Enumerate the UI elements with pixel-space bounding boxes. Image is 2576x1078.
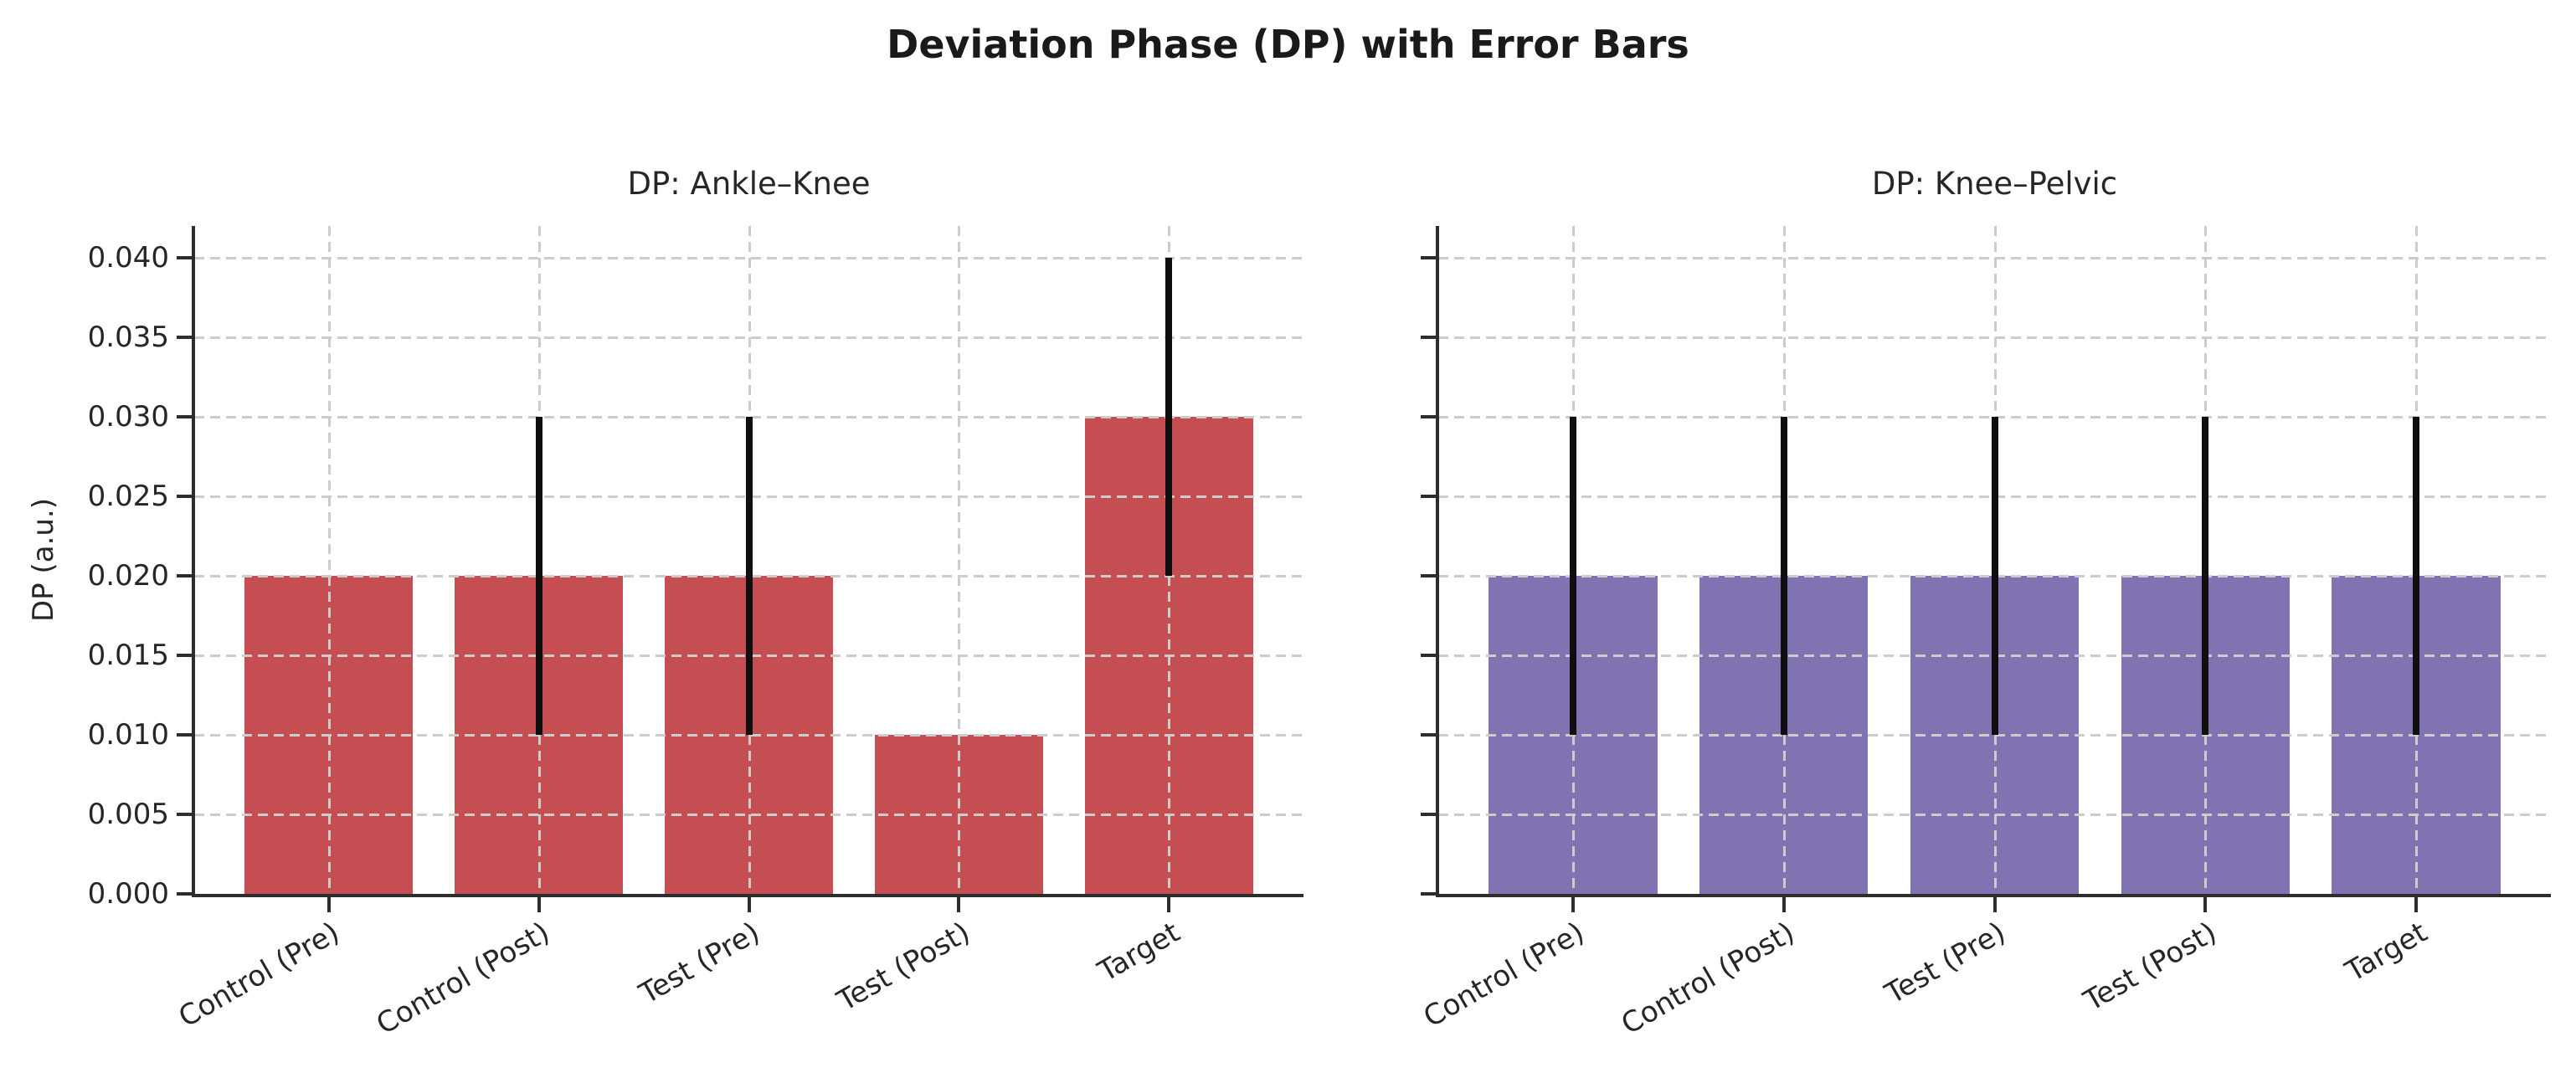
error-bar-control-pre (1570, 417, 1577, 735)
y-tick (1421, 336, 1436, 339)
error-bar-test-post (2202, 417, 2209, 735)
y-tick-label: 0.010 (87, 718, 169, 752)
error-bar-target (2412, 417, 2419, 735)
v-gridline (327, 226, 331, 894)
x-tick-label-control-post: Control (Post) (1616, 916, 1801, 1042)
y-tick-label: 0.030 (87, 400, 169, 434)
y-axis-spine (1436, 226, 1439, 897)
x-tick (326, 897, 331, 912)
x-tick (1571, 897, 1576, 912)
y-tick (1421, 495, 1436, 498)
x-tick-label-test-pre: Test (Pre) (1879, 916, 2012, 1011)
y-tick (1421, 892, 1436, 896)
y-tick (177, 892, 192, 896)
error-bar-target (1165, 258, 1173, 576)
y-tick-label: 0.035 (87, 321, 169, 354)
y-tick (1421, 813, 1436, 816)
y-tick-label: 0.015 (87, 639, 169, 672)
x-tick (1167, 897, 1171, 912)
figure-title: Deviation Phase (DP) with Error Bars (887, 22, 1689, 67)
x-tick (957, 897, 961, 912)
y-tick (177, 733, 192, 737)
y-tick-label: 0.000 (87, 877, 169, 911)
y-tick (1421, 654, 1436, 657)
y-tick (1421, 574, 1436, 578)
y-tick-label: 0.025 (87, 480, 169, 513)
y-tick (1421, 415, 1436, 418)
x-tick-label-target: Target (2339, 916, 2433, 989)
y-tick (177, 415, 192, 418)
error-bar-test-pre (1991, 417, 1998, 735)
error-bar-test-pre (745, 417, 753, 735)
v-gridline (958, 226, 961, 894)
x-axis-spine (192, 894, 1303, 897)
error-bar-control-post (1780, 417, 1787, 735)
y-tick (177, 256, 192, 259)
y-tick (177, 654, 192, 657)
y-tick-label: 0.020 (87, 559, 169, 593)
error-bar-control-post (535, 417, 542, 735)
y-tick-label: 0.005 (87, 798, 169, 831)
x-axis-spine (1436, 894, 2551, 897)
x-tick-label-control-pre: Control (Pre) (1417, 916, 1591, 1034)
x-tick (747, 897, 751, 912)
y-tick (177, 574, 192, 578)
y-tick (177, 495, 192, 498)
y-tick (177, 813, 192, 816)
x-tick (2203, 897, 2208, 912)
x-tick (1782, 897, 1786, 912)
x-tick (1992, 897, 1997, 912)
y-axis-spine (192, 226, 195, 897)
x-tick (537, 897, 541, 912)
subplot-title-knee-pelvic: DP: Knee–Pelvic (1871, 166, 2118, 202)
y-tick-label: 0.040 (87, 241, 169, 275)
subplot-title-ankle-knee: DP: Ankle–Knee (627, 166, 871, 202)
y-tick (1421, 733, 1436, 737)
y-tick (177, 336, 192, 339)
x-tick (2414, 897, 2418, 912)
y-tick (1421, 256, 1436, 259)
x-tick-label-test-post: Test (Post) (2078, 916, 2223, 1019)
